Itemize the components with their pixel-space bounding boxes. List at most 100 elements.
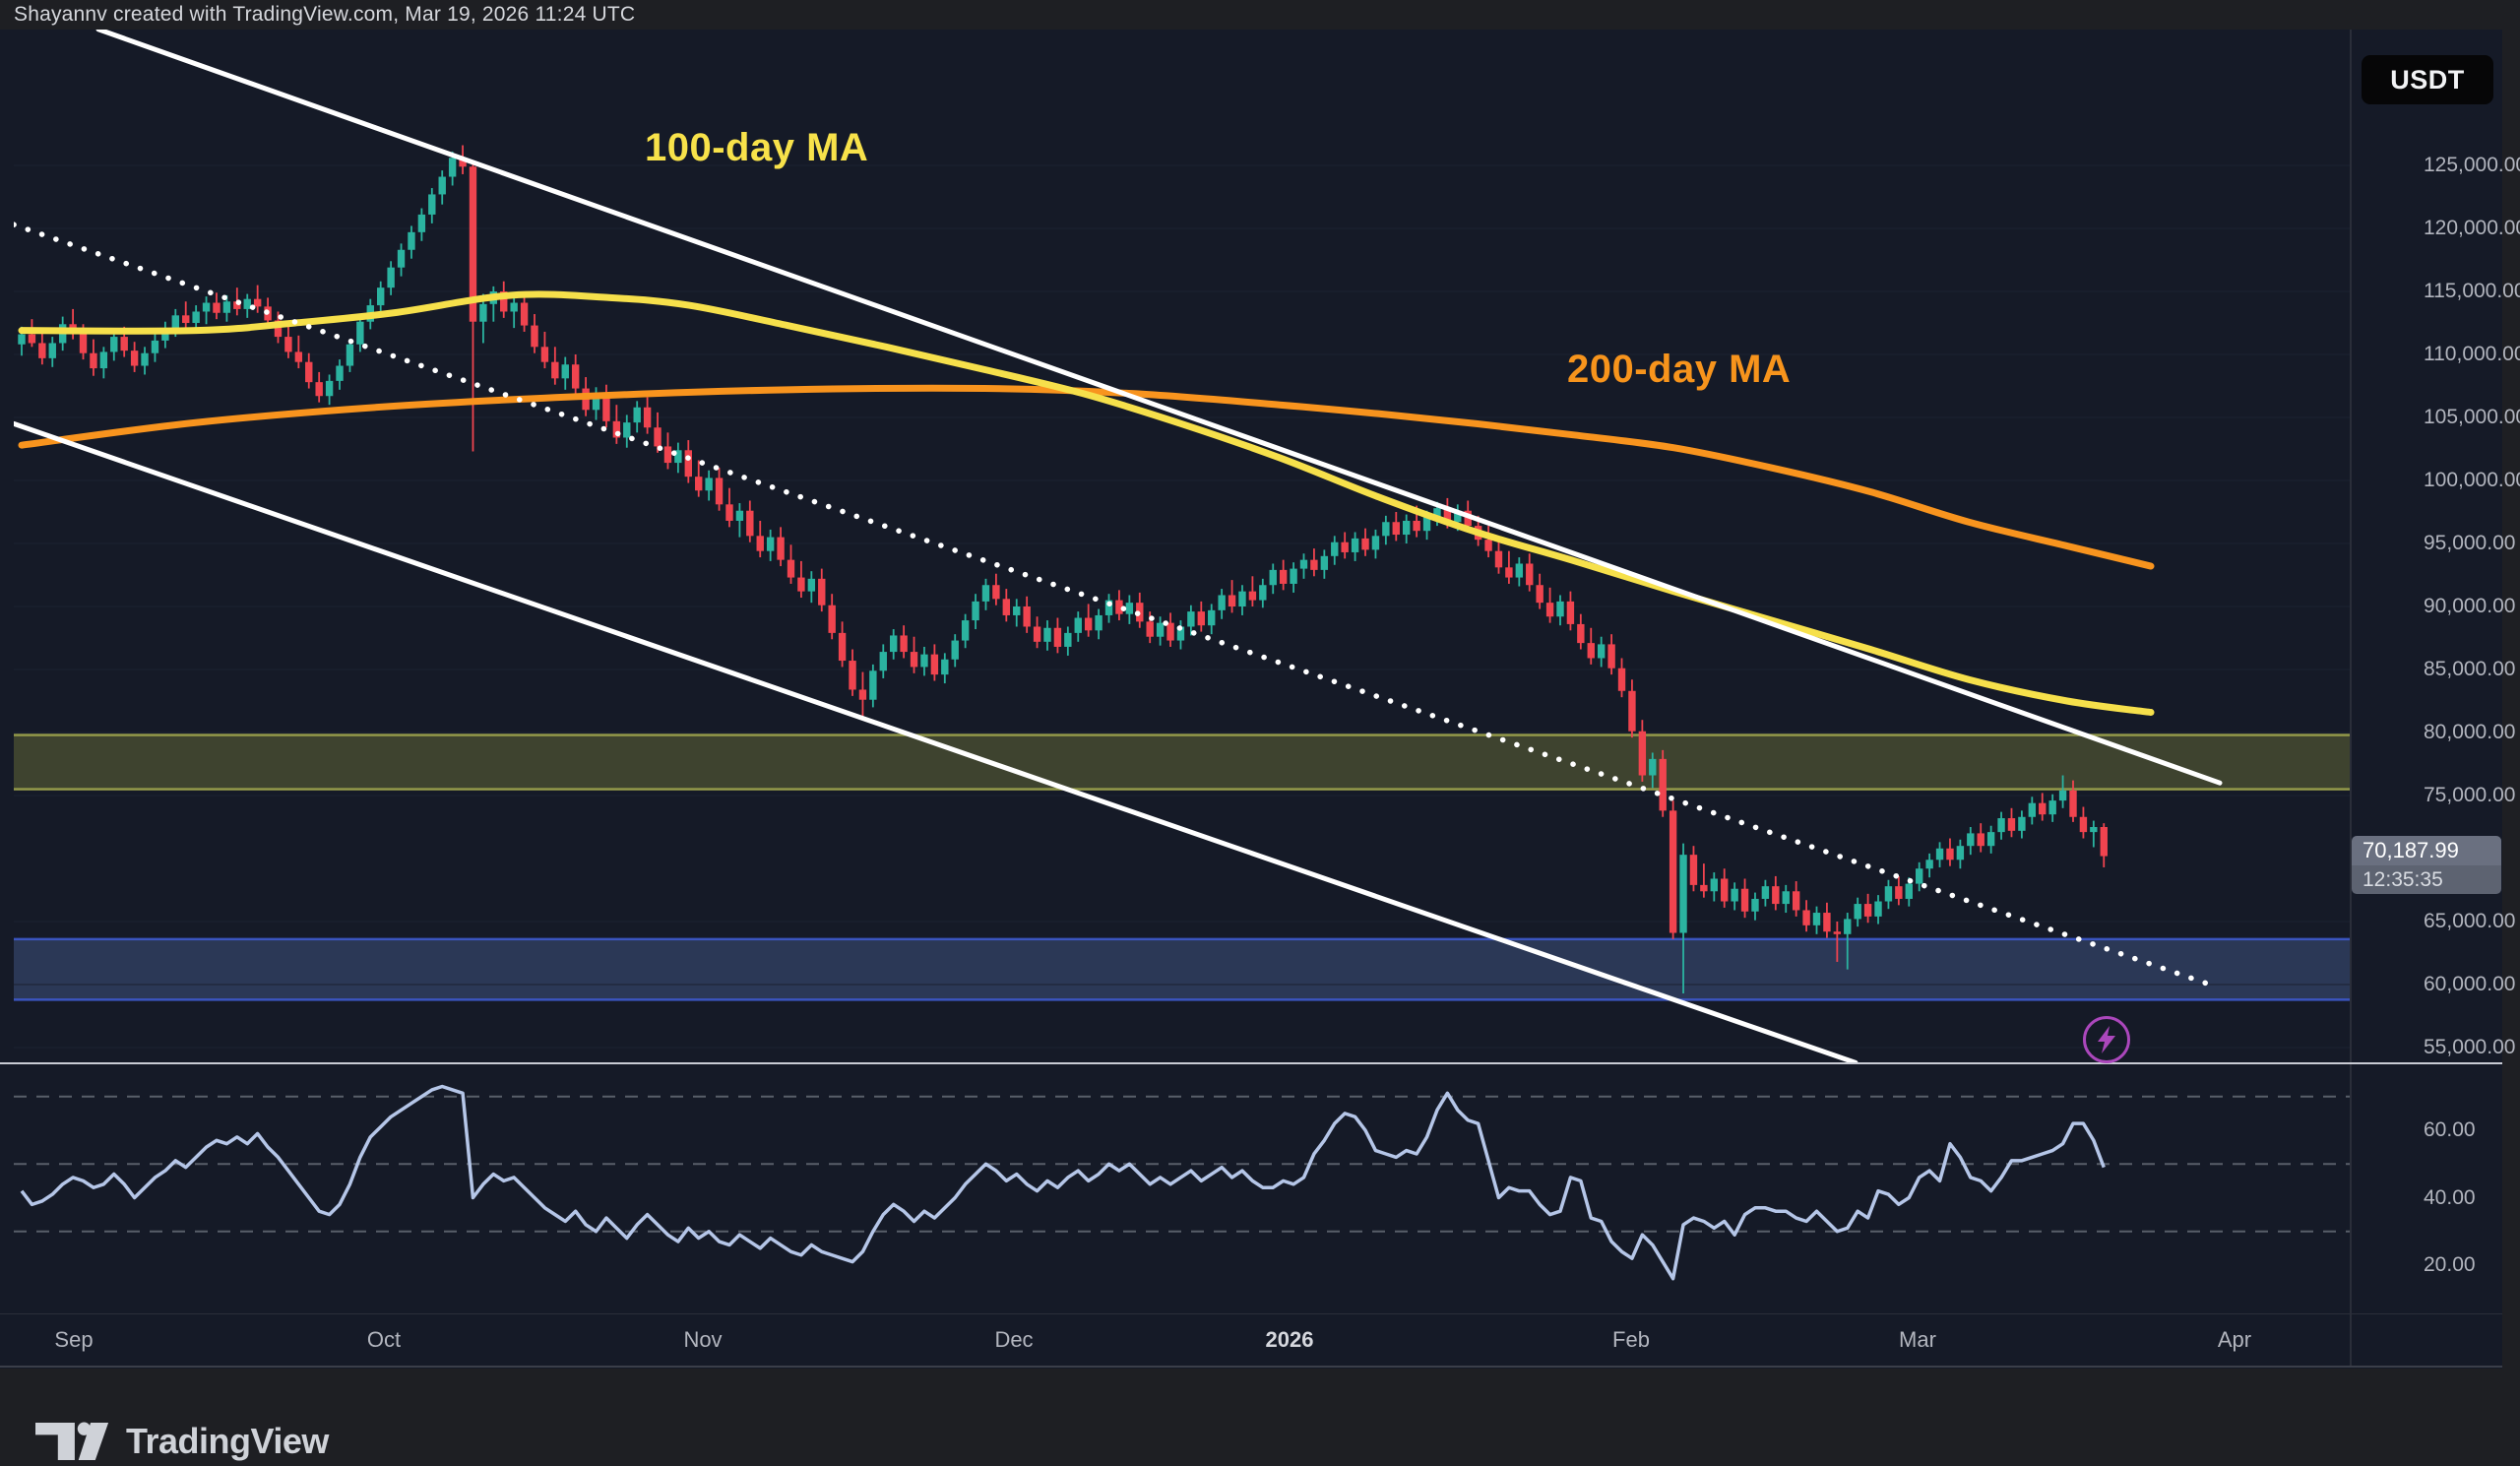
candle-body <box>1115 600 1123 614</box>
upper-channel-trendline[interactable] <box>95 30 2223 786</box>
candle-body <box>1331 542 1339 556</box>
candle-body <box>1884 886 1893 902</box>
candle-body <box>233 301 241 309</box>
candle-body <box>1064 632 1072 647</box>
tradingview-logo[interactable]: TradingView <box>35 1421 329 1462</box>
candle-body <box>1874 901 1882 917</box>
candle-body <box>192 311 200 323</box>
candle-body <box>540 347 549 362</box>
rsi-axis-label: 40.00 <box>2424 1185 2476 1209</box>
candle-body <box>663 446 672 464</box>
pane-separator[interactable] <box>0 1062 2502 1064</box>
symbol-currency-label: USDT <box>2390 64 2465 95</box>
candle-body <box>2079 816 2088 833</box>
candle-body <box>1545 603 1554 617</box>
candle-body <box>325 380 334 397</box>
rsi-line[interactable] <box>20 1084 2106 1281</box>
candle-body <box>1863 904 1872 917</box>
candle-body <box>1526 563 1534 586</box>
candle-body <box>602 394 610 421</box>
candle-body <box>448 158 457 177</box>
ma100-line[interactable] <box>18 290 2155 717</box>
candle-body <box>2069 790 2077 817</box>
candle-body <box>315 382 323 397</box>
price-pane[interactable] <box>14 30 2350 1063</box>
candle-body <box>551 361 559 379</box>
candle-body <box>141 352 149 366</box>
candle-body <box>500 291 508 312</box>
candle-body <box>243 298 251 309</box>
attribution-text: Shayannv created with TradingView.com, M… <box>14 3 636 26</box>
candle-body <box>746 510 754 537</box>
candle-body <box>1956 846 1965 860</box>
candle-body <box>1802 910 1810 925</box>
candle-body <box>1986 832 1995 847</box>
candle-body <box>992 585 1000 600</box>
candle-body <box>1844 919 1852 934</box>
tradingview-logo-text: TradingView <box>126 1421 329 1461</box>
candle-body <box>1659 758 1667 811</box>
candle-body <box>735 510 744 521</box>
rsi-pane[interactable] <box>14 1084 2350 1281</box>
candle-body <box>1935 848 1944 860</box>
candle-body <box>2100 827 2108 857</box>
candle-body <box>695 477 703 491</box>
ma100-annotation: 100-day MA <box>645 126 869 169</box>
candle-body <box>654 427 662 447</box>
price-axis-border <box>2350 30 2352 1367</box>
candle-body <box>561 364 569 379</box>
flash-boost-button[interactable] <box>2083 1016 2130 1063</box>
candle-body <box>981 585 990 602</box>
candle-body <box>151 340 159 353</box>
candle-body <box>1577 623 1585 644</box>
candle-body <box>531 325 538 348</box>
lightning-icon <box>2098 1026 2115 1053</box>
candle-body <box>715 478 724 505</box>
candle-body <box>571 364 580 389</box>
candle-body <box>705 478 713 491</box>
candle-body <box>1290 568 1297 584</box>
price-axis-label: 110,000.00 <box>2424 343 2520 365</box>
candle-body <box>284 337 292 352</box>
candle-body <box>1967 833 1975 847</box>
candle-body <box>1218 595 1226 610</box>
candle-body <box>1823 913 1831 932</box>
candle-body <box>1740 888 1749 912</box>
candle-body <box>1617 668 1626 691</box>
candle-body <box>900 635 908 653</box>
candle-body <box>828 605 836 633</box>
candle-body <box>1946 848 1954 860</box>
candle-body <box>1454 510 1462 523</box>
candle-body <box>479 303 487 322</box>
candle-body <box>1587 643 1595 659</box>
candle-body <box>1689 855 1698 885</box>
right-margin <box>2502 0 2520 1466</box>
candle-body <box>1494 550 1503 568</box>
price-axis-label: 75,000.00 <box>2424 784 2516 806</box>
candle-body <box>1731 888 1738 902</box>
candle-body <box>1166 622 1174 641</box>
candle-body <box>951 640 959 660</box>
candle-body <box>356 321 364 345</box>
candle-body <box>972 601 979 621</box>
candle-body <box>1228 595 1236 606</box>
candle-body <box>1515 563 1524 578</box>
price-axis-label: 100,000.00 <box>2424 469 2520 491</box>
candle-body <box>377 287 385 306</box>
candle-body <box>1176 626 1185 641</box>
candle-body <box>1013 606 1021 615</box>
mid-diagonal-trendline[interactable] <box>14 222 2213 988</box>
rsi-axis-label: 20.00 <box>2424 1253 2476 1276</box>
price-axis-label: 55,000.00 <box>2424 1036 2516 1058</box>
candle-body <box>1023 606 1031 627</box>
candle-body <box>941 659 949 675</box>
candle-body <box>1095 614 1102 631</box>
candle-body <box>110 337 118 352</box>
ma200-line[interactable] <box>18 384 2155 570</box>
candle-body <box>2090 827 2098 833</box>
candle-body <box>1484 540 1492 551</box>
candle-body <box>520 302 529 326</box>
candle-body <box>417 214 426 232</box>
lower-channel-trendline[interactable] <box>14 420 1858 1063</box>
